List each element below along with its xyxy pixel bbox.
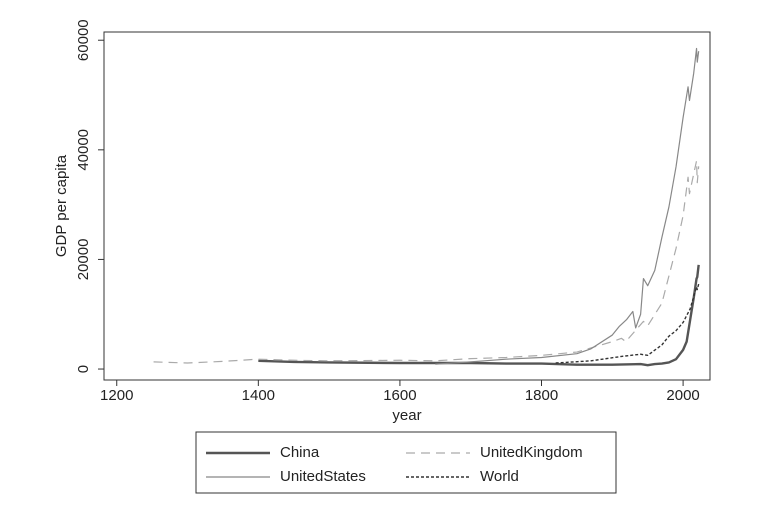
legend-label: UnitedStates — [280, 468, 366, 485]
x-tick-label: 1200 — [100, 387, 133, 404]
series-line — [435, 47, 700, 365]
x-tick-label: 1800 — [525, 387, 558, 404]
series-line — [555, 283, 700, 364]
y-tick-label: 40000 — [75, 129, 92, 171]
x-axis-label: year — [392, 407, 421, 424]
y-tick-label: 0 — [75, 365, 92, 373]
series-line — [258, 264, 700, 367]
legend-label: UnitedKingdom — [480, 444, 583, 461]
x-tick-label: 1400 — [242, 387, 275, 404]
x-tick-label: 2000 — [666, 387, 699, 404]
series-line — [153, 160, 700, 364]
legend-label: World — [480, 468, 519, 485]
plot-frame — [103, 31, 711, 381]
y-axis-label: GDP per capita — [53, 154, 70, 257]
y-tick-label: 20000 — [75, 239, 92, 281]
legend-frame — [195, 431, 617, 494]
x-tick-label: 1600 — [383, 387, 416, 404]
y-tick-label: 60000 — [75, 19, 92, 61]
legend-label: China — [280, 444, 320, 461]
